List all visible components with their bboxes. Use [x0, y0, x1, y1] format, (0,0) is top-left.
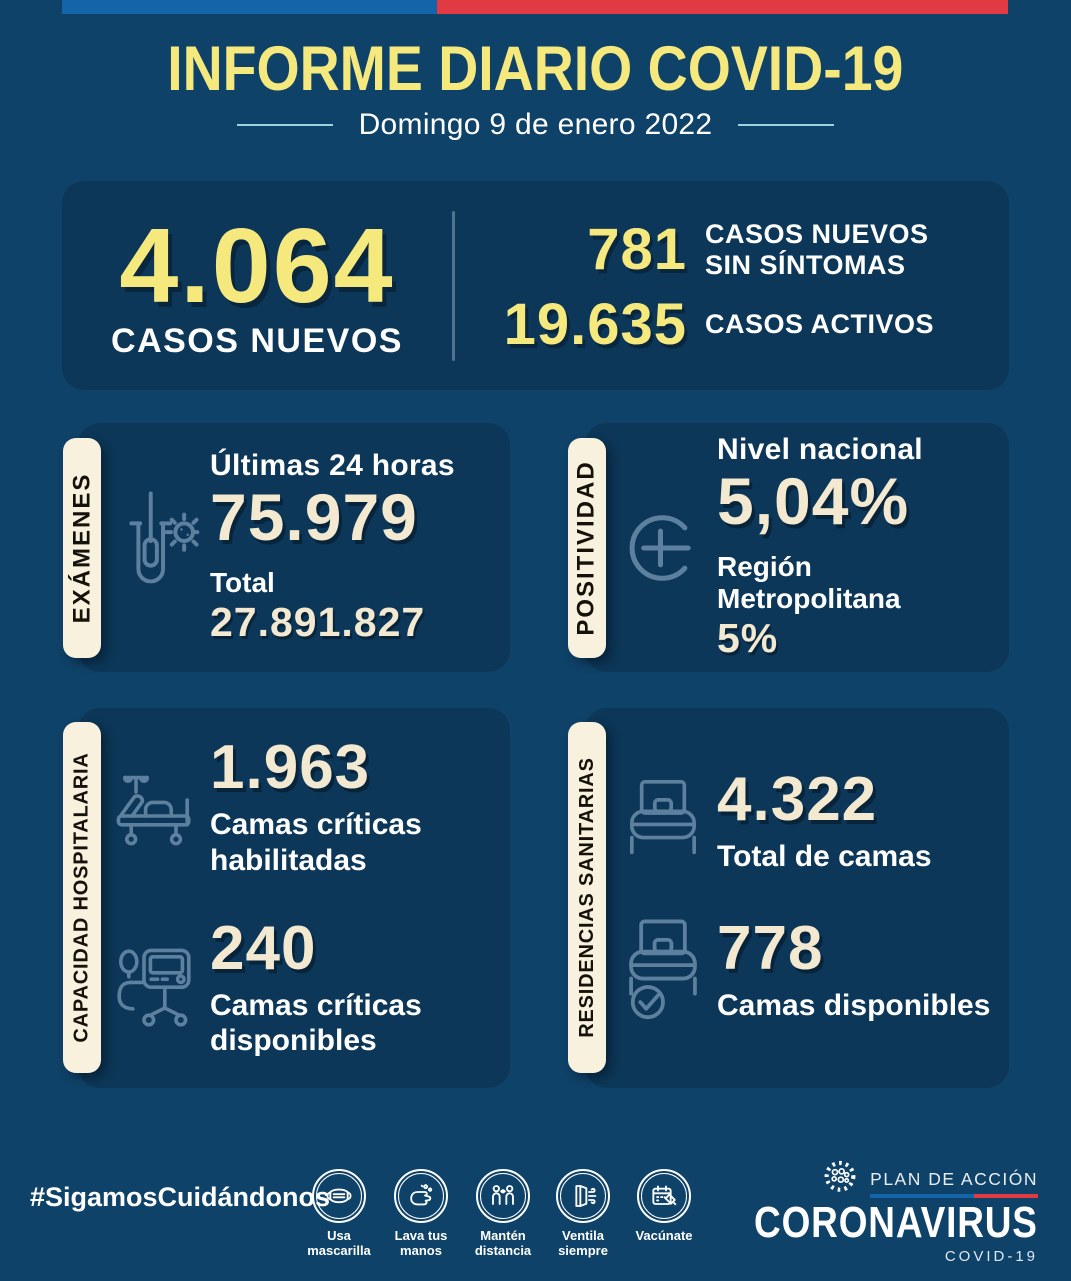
- asymptomatic-value: 781: [587, 217, 687, 283]
- measure-label: Usa mascarilla: [307, 1228, 371, 1258]
- category-pill-residencias-label: RESIDENCIAS SANITARIAS: [575, 757, 598, 1038]
- camas-habilitadas-label-line1: Camas críticas: [210, 808, 422, 842]
- measure-label: Ventila siempre: [558, 1228, 608, 1258]
- plus-circle-icon: [619, 506, 707, 590]
- camas-habilitadas-label-line2: habilitadas: [210, 843, 367, 877]
- asymptomatic-row: 781 CASOS NUEVOS SIN SÍNTOMAS: [461, 219, 1009, 281]
- total-camas-value: 4.322: [717, 765, 878, 835]
- ventilate-icon: [556, 1169, 610, 1223]
- page-title: INFORME DIARIO COVID-19: [0, 38, 1071, 101]
- active-cases-row: 19.635 CASOS ACTIVOS: [461, 292, 1009, 357]
- bed-check-icon: [619, 915, 707, 1027]
- flag-red-bar: [437, 0, 1008, 14]
- distance-icon: [476, 1169, 530, 1223]
- camas-disponibles-group: 240 Camas críticas disponibles: [112, 918, 502, 1059]
- camas-disponibles-res-label: Camas disponibles: [717, 988, 991, 1022]
- examenes-card: Últimas 24 horas 75.979 Total 27.891.827: [78, 423, 510, 672]
- examenes-total-value: 27.891.827: [210, 599, 426, 646]
- page-title-text: INFORME DIARIO COVID-19: [167, 34, 904, 104]
- measure-vacunate: Vacúnate: [618, 1169, 710, 1244]
- new-cases-value: 4.064: [119, 207, 395, 326]
- camas-disponibles-label-line2: disponibles: [210, 1024, 377, 1058]
- coronavirus-brand: CORONAVIRUS: [754, 1198, 1038, 1247]
- wash-hands-icon: [394, 1169, 448, 1223]
- positividad-rm-value: 5%: [717, 615, 779, 662]
- flag-blue-bar: [62, 0, 437, 14]
- date-divider-right: [738, 124, 835, 126]
- plan-de-accion-label: PLAN DE ACCIÓN: [870, 1169, 1038, 1189]
- new-cases-block: 4.064 CASOS NUEVOS: [62, 181, 452, 390]
- category-pill-positividad: POSITIVIDAD: [568, 438, 606, 658]
- camas-disponibles-label-line1: Camas críticas: [210, 989, 422, 1022]
- category-pill-examenes-label: EXÁMENES: [68, 472, 96, 624]
- ventilator-icon: [112, 941, 200, 1035]
- summary-divider: [452, 210, 455, 361]
- new-cases-label: CASOS NUEVOS: [111, 321, 403, 360]
- summary-side-stats: 781 CASOS NUEVOS SIN SÍNTOMAS 19.635 CAS…: [455, 181, 1009, 390]
- virus-icon: [818, 1158, 862, 1198]
- asymptomatic-label-line1: CASOS NUEVOS: [705, 218, 929, 249]
- hashtag-text: #SigamosCuidándonos: [30, 1182, 331, 1212]
- asymptomatic-label: CASOS NUEVOS SIN SÍNTOMAS: [705, 219, 929, 281]
- examenes-total-label: Total: [210, 567, 275, 599]
- camas-habilitadas-group: 1.963 Camas críticas habilitadas: [112, 737, 502, 878]
- total-camas-group: 4.322 Total de camas: [619, 769, 1001, 874]
- camas-disponibles-res-group: 778 Camas disponibles: [619, 915, 1001, 1027]
- total-camas-label: Total de camas: [717, 840, 932, 874]
- positividad-card: Nivel nacional 5,04% Región Metropolitan…: [585, 423, 1009, 672]
- asymptomatic-label-line2: SIN SÍNTOMAS: [705, 249, 906, 280]
- measure-label: Mantén distancia: [474, 1228, 532, 1258]
- summary-card: 4.064 CASOS NUEVOS 781 CASOS NUEVOS SIN …: [62, 181, 1009, 390]
- category-pill-capacidad: CAPACIDAD HOSPITALARIA: [63, 722, 101, 1073]
- plan-de-accion-logo: PLAN DE ACCIÓN CORONAVIRUS COVID-19: [700, 1158, 1038, 1265]
- category-pill-capacidad-label: CAPACIDAD HOSPITALARIA: [70, 752, 93, 1043]
- vaccinate-icon: [637, 1169, 691, 1223]
- category-pill-residencias: RESIDENCIAS SANITARIAS: [568, 722, 606, 1073]
- swab-test-icon: [112, 473, 200, 623]
- residencias-card: 4.322 Total de camas: [585, 708, 1009, 1088]
- measure-manten-distancia: Mantén distancia: [457, 1169, 549, 1259]
- measure-label: Vacúnate: [635, 1228, 693, 1243]
- bed-icon: [619, 774, 707, 870]
- examenes-24h-label: Últimas 24 horas: [210, 448, 455, 482]
- measure-lava-manos: Lava tus manos: [375, 1169, 467, 1259]
- capacidad-card: 1.963 Camas críticas habilitadas: [78, 708, 510, 1088]
- positividad-rm-label: Región Metropolitana: [717, 551, 901, 615]
- report-date-row: Domingo 9 de enero 2022: [0, 108, 1071, 142]
- camas-habilitadas-value: 1.963: [210, 733, 371, 803]
- measure-ventila-siempre: Ventila siempre: [537, 1169, 629, 1259]
- camas-disponibles-res-value: 778: [717, 913, 824, 983]
- active-cases-value: 19.635: [503, 292, 687, 357]
- measure-label: Lava tus manos: [394, 1228, 448, 1258]
- plan-underline: [870, 1194, 1038, 1198]
- date-divider-left: [236, 124, 333, 126]
- mask-icon: [312, 1169, 366, 1223]
- hospital-bed-icon: [112, 766, 200, 850]
- camas-disponibles-value: 240: [210, 914, 317, 983]
- positividad-nacional-label: Nivel nacional: [717, 432, 923, 466]
- camas-habilitadas-label: Camas críticas habilitadas: [210, 807, 502, 878]
- positividad-nacional-value: 5,04%: [717, 463, 910, 538]
- camas-disponibles-label: Camas críticas disponibles: [210, 988, 502, 1059]
- active-cases-label: CASOS ACTIVOS: [705, 309, 935, 340]
- category-pill-examenes: EXÁMENES: [63, 438, 101, 658]
- measure-usa-mascarilla: Usa mascarilla: [293, 1169, 385, 1259]
- report-date: Domingo 9 de enero 2022: [358, 108, 713, 141]
- covid19-sublabel: COVID-19: [944, 1248, 1038, 1265]
- category-pill-positividad-label: POSITIVIDAD: [573, 460, 601, 636]
- examenes-24h-value: 75.979: [210, 479, 418, 554]
